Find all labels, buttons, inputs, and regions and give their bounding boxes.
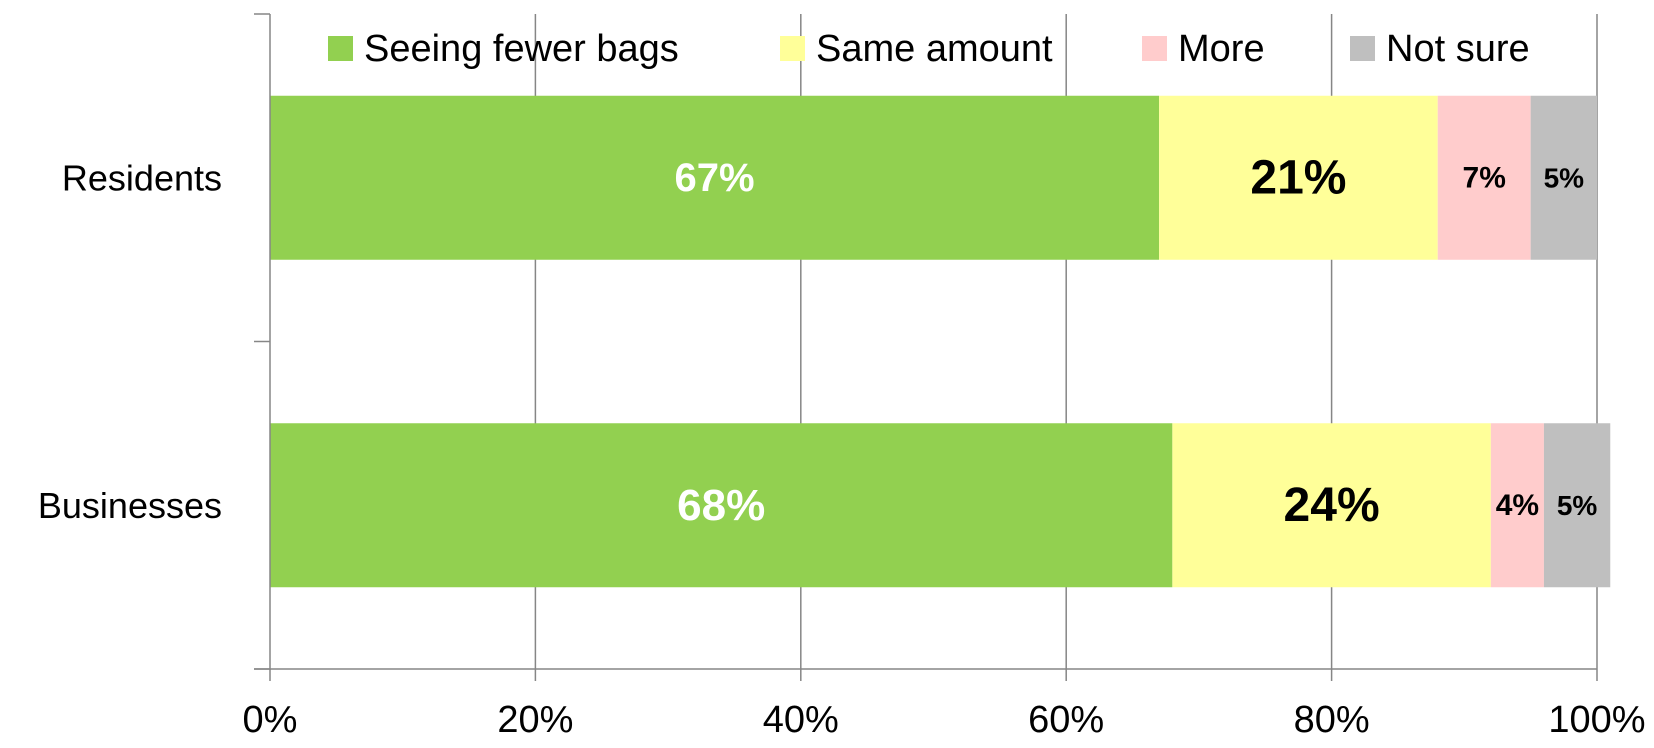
legend-swatch-3 — [1350, 36, 1375, 61]
x-tick-label-60: 60% — [1028, 699, 1104, 741]
category-label-residents: Residents — [62, 157, 222, 198]
data-label-residents-2: 7% — [1463, 161, 1506, 194]
legend-swatch-1 — [780, 36, 805, 61]
data-label-businesses-2: 4% — [1496, 489, 1539, 522]
legend: Seeing fewer bags Same amount More Not sure — [328, 28, 1530, 70]
category-label-businesses: Businesses — [38, 485, 222, 526]
data-labels: 67% 21% 7% 5% 68% 24% 4% 5% — [675, 151, 1598, 532]
legend-label-3: Not sure — [1386, 28, 1530, 70]
x-tick-label-80: 80% — [1294, 699, 1370, 741]
bar-residents-same-amount — [1159, 95, 1438, 260]
data-label-businesses-3: 5% — [1557, 490, 1598, 521]
bar-businesses-same-amount — [1172, 423, 1491, 588]
legend-swatch-2 — [1142, 36, 1167, 61]
legend-label-2: More — [1178, 28, 1265, 70]
bar-residents-seeing-fewer-bags — [270, 95, 1160, 260]
data-label-residents-3: 5% — [1544, 162, 1585, 193]
legend-label-1: Same amount — [816, 28, 1053, 70]
legend-swatch-0 — [328, 36, 353, 61]
data-label-residents-0: 67% — [675, 156, 755, 200]
x-tick-label-20: 20% — [497, 699, 573, 741]
bar-businesses-not-sure — [1543, 423, 1611, 588]
data-label-businesses-0: 68% — [677, 481, 765, 530]
bar-residents-not-sure — [1530, 95, 1597, 260]
bars — [270, 95, 1611, 588]
bar-businesses-seeing-fewer-bags — [270, 423, 1173, 588]
data-label-residents-1: 21% — [1250, 151, 1346, 204]
data-label-businesses-1: 24% — [1284, 479, 1380, 532]
legend-label-0: Seeing fewer bags — [364, 28, 679, 70]
bar-residents-more — [1437, 95, 1531, 260]
bar-businesses-more — [1490, 423, 1544, 588]
axes: Residents Businesses 0% 20% 40% 60% 80% 100% — [38, 13, 1646, 741]
x-tick-label-40: 40% — [763, 699, 839, 741]
x-tick-label-100: 100% — [1548, 699, 1645, 741]
x-tick-label-0: 0% — [243, 699, 298, 741]
